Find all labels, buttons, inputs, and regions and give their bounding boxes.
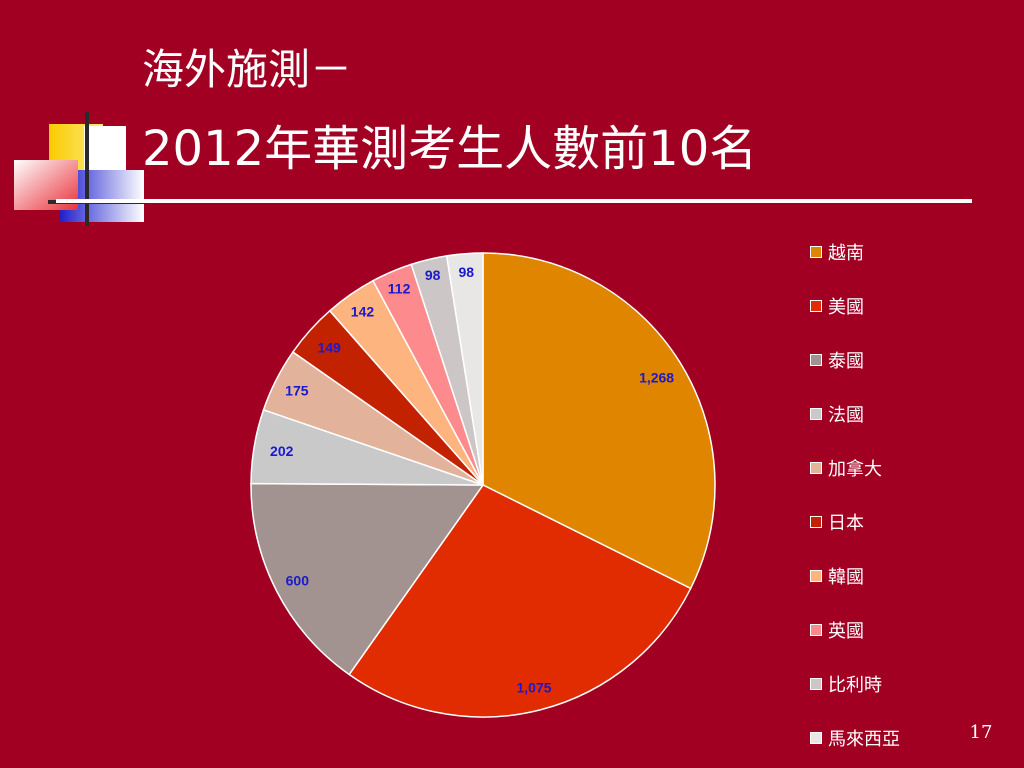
title-underline [56, 199, 972, 203]
pie-data-label: 149 [317, 339, 341, 355]
legend-swatch [810, 732, 822, 744]
chart-legend: 越南美國泰國法國加拿大日本韓國英國比利時馬來西亞 [810, 240, 1010, 760]
slide-title-line-2: 2012年華測考生人數前10名 [142, 121, 758, 177]
pie-data-label: 98 [425, 267, 441, 283]
pie-slice [445, 252, 484, 486]
legend-label: 英國 [828, 621, 864, 642]
legend-swatch [810, 462, 822, 474]
pie-data-label: 202 [270, 443, 294, 459]
legend-swatch [810, 246, 822, 258]
pie-data-labels: 1,268 1,075 600 202 175 149 142 112 98 98 [270, 264, 674, 695]
pie-data-label: 1,268 [639, 370, 674, 386]
legend-label: 法國 [828, 405, 864, 426]
legend-item: 泰國 [810, 348, 864, 372]
legend-label: 美國 [828, 297, 864, 318]
legend-label: 泰國 [828, 351, 864, 372]
legend-swatch [810, 570, 822, 582]
pie-data-label: 600 [286, 572, 310, 588]
legend-label: 比利時 [828, 675, 882, 696]
legend-label: 日本 [828, 513, 864, 534]
legend-swatch [810, 354, 822, 366]
legend-label: 韓國 [828, 567, 864, 588]
legend-item: 加拿大 [810, 456, 882, 480]
pie-data-label: 142 [351, 304, 375, 320]
legend-item: 日本 [810, 510, 864, 534]
legend-label: 馬來西亞 [828, 729, 900, 750]
pie-data-label: 175 [285, 382, 309, 398]
pie-data-label: 112 [388, 281, 411, 297]
deco-white-square [84, 126, 126, 170]
page-number: 17 [969, 722, 993, 743]
legend-swatch [810, 678, 822, 690]
legend-swatch [810, 516, 822, 528]
legend-item: 韓國 [810, 564, 864, 588]
legend-item: 法國 [810, 402, 864, 426]
pie-chart: 1,268 1,075 600 202 175 149 142 112 98 98 [250, 252, 716, 718]
pie-slices [250, 252, 716, 718]
legend-swatch [810, 624, 822, 636]
pie-data-label: 1,075 [517, 679, 552, 695]
legend-swatch [810, 408, 822, 420]
slide-title-line-1: 海外施測－ [142, 45, 353, 94]
pie-data-label: 98 [458, 264, 474, 280]
legend-item: 比利時 [810, 672, 882, 696]
legend-label: 越南 [828, 243, 864, 264]
decorative-squares [14, 112, 148, 226]
legend-item: 英國 [810, 618, 864, 642]
legend-item: 馬來西亞 [810, 726, 900, 750]
legend-item: 美國 [810, 294, 864, 318]
pie-slice [482, 252, 716, 590]
legend-label: 加拿大 [828, 459, 882, 480]
legend-item: 越南 [810, 240, 864, 264]
pie-slice [348, 484, 692, 718]
pie-slice [250, 482, 485, 676]
legend-swatch [810, 300, 822, 312]
